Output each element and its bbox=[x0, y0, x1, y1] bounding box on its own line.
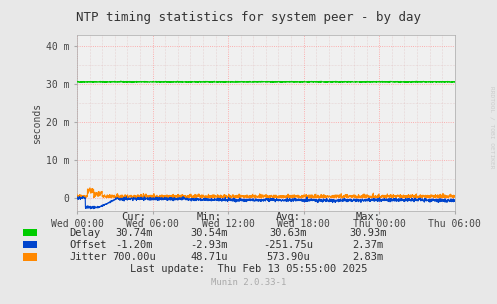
Text: RRDTOOL / TOBI OETIKER: RRDTOOL / TOBI OETIKER bbox=[490, 86, 495, 169]
Text: 30.54m: 30.54m bbox=[190, 228, 228, 237]
Text: -2.93m: -2.93m bbox=[190, 240, 228, 250]
Text: 2.37m: 2.37m bbox=[352, 240, 383, 250]
Text: 48.71u: 48.71u bbox=[190, 252, 228, 262]
Text: 30.93m: 30.93m bbox=[349, 228, 387, 237]
Text: 573.90u: 573.90u bbox=[266, 252, 310, 262]
Text: -1.20m: -1.20m bbox=[115, 240, 153, 250]
Text: Last update:  Thu Feb 13 05:55:00 2025: Last update: Thu Feb 13 05:55:00 2025 bbox=[130, 264, 367, 274]
Text: NTP timing statistics for system peer - by day: NTP timing statistics for system peer - … bbox=[76, 11, 421, 24]
Text: 30.74m: 30.74m bbox=[115, 228, 153, 237]
Text: -251.75u: -251.75u bbox=[263, 240, 313, 250]
Text: Avg:: Avg: bbox=[276, 212, 301, 223]
Text: Offset: Offset bbox=[70, 240, 107, 250]
Text: Max:: Max: bbox=[355, 212, 380, 223]
Text: 2.83m: 2.83m bbox=[352, 252, 383, 262]
Text: Jitter: Jitter bbox=[70, 252, 107, 262]
Text: Cur:: Cur: bbox=[122, 212, 147, 223]
Text: 700.00u: 700.00u bbox=[112, 252, 156, 262]
Y-axis label: seconds: seconds bbox=[32, 102, 42, 144]
Text: Munin 2.0.33-1: Munin 2.0.33-1 bbox=[211, 278, 286, 287]
Text: 30.63m: 30.63m bbox=[269, 228, 307, 237]
Text: Delay: Delay bbox=[70, 228, 101, 237]
Text: Min:: Min: bbox=[196, 212, 221, 223]
